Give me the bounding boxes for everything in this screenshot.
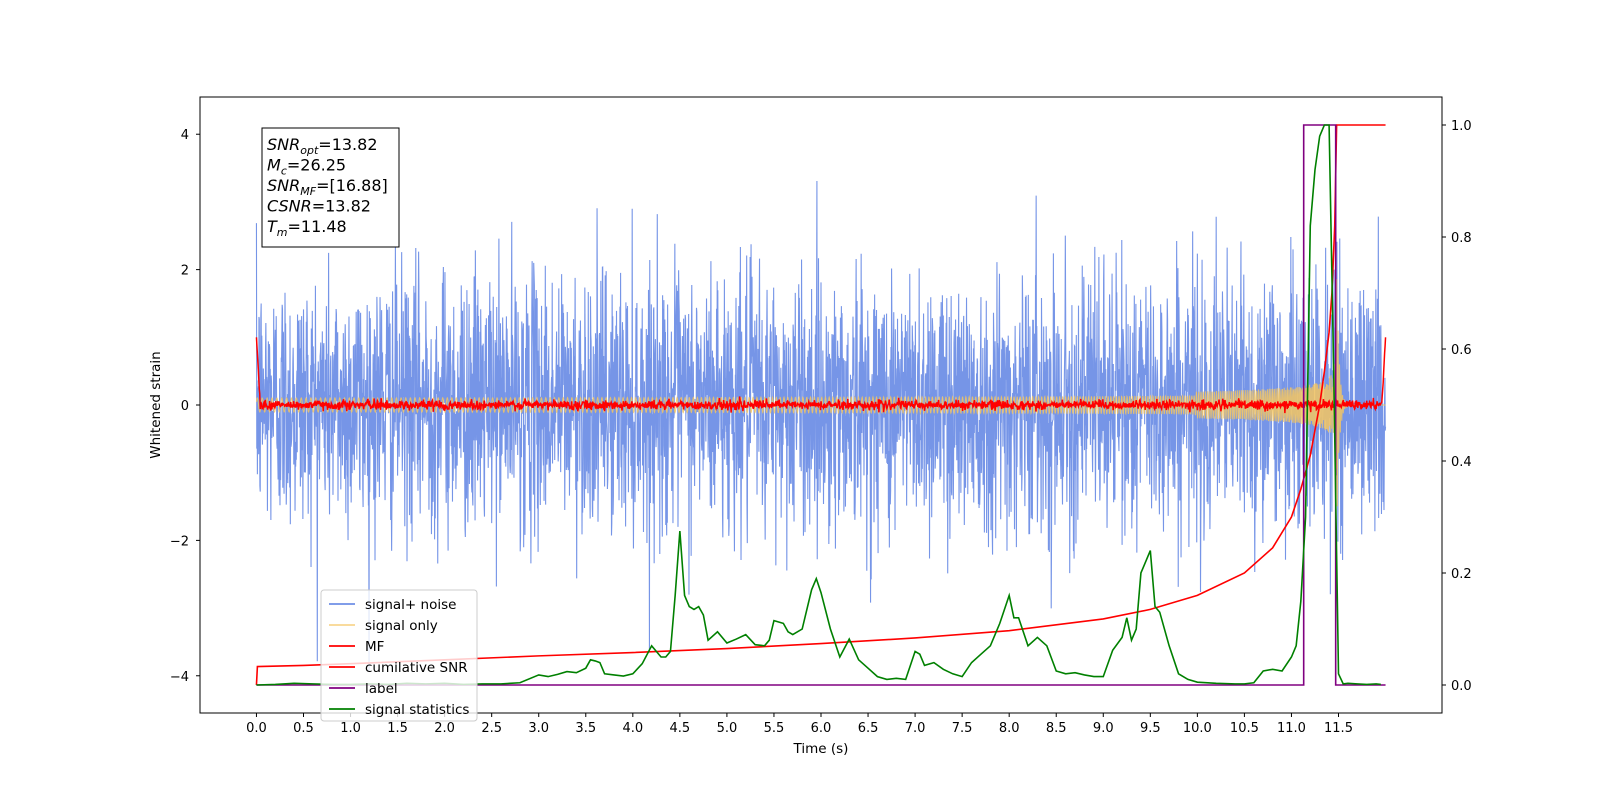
legend: signal+ noise signal only MF cumilative SNR… <box>320 589 478 722</box>
x-tick-label: 11.5 <box>1324 721 1353 736</box>
x-tick-label: 3.0 <box>528 721 549 736</box>
x-tick-label: 9.5 <box>1140 721 1161 736</box>
x-axis-label: Time (s) <box>793 741 849 757</box>
x-tick-label: 6.0 <box>811 721 832 736</box>
series-line <box>256 124 1386 686</box>
series-line <box>255 181 1387 672</box>
x-tick-label: 7.0 <box>905 721 926 736</box>
series-signal-statistics <box>256 124 1381 686</box>
y2-tick-label: 0.8 <box>1451 231 1472 246</box>
legend-label: signal only <box>365 618 438 634</box>
x-tick-label: 2.0 <box>434 721 455 736</box>
y2-tick-label: 0.2 <box>1451 567 1472 582</box>
series-line <box>256 124 1381 686</box>
x-tick-label: 7.5 <box>952 721 973 736</box>
x-tick-label: 0.5 <box>293 721 314 736</box>
x-tick-label: 5.5 <box>764 721 785 736</box>
x-tick-label: 11.0 <box>1277 721 1306 736</box>
x-tick-label: 1.5 <box>387 721 408 736</box>
x-tick-label: 9.0 <box>1093 721 1114 736</box>
y2-tick-label: 0.0 <box>1451 679 1472 694</box>
series-label <box>256 124 1386 686</box>
y2-tick-label: 0.6 <box>1451 343 1472 358</box>
y-axis-left: −4 −2 0 2 4 <box>170 128 200 685</box>
x-axis: 0.0 0.5 1.0 1.5 2.0 2.5 3.0 3.5 4.0 4.5 5.0 5.5 6.0 6… <box>246 713 1353 736</box>
x-tick-label: 0.0 <box>246 721 267 736</box>
y-tick-label: −2 <box>170 534 189 549</box>
x-tick-label: 6.5 <box>858 721 879 736</box>
stats-annotation: SNRopt=13.82Mc=26.25SNRMF=[16.88]CSNR=13… <box>261 127 400 248</box>
x-tick-label: 2.5 <box>481 721 502 736</box>
legend-label: cumilative SNR <box>365 660 468 676</box>
y2-tick-label: 0.4 <box>1451 455 1472 470</box>
legend-label: signal statistics <box>365 702 469 718</box>
x-tick-label: 8.5 <box>1046 721 1067 736</box>
series-mf <box>255 337 1387 414</box>
annotation-line: SNRopt=13.82 <box>267 135 378 157</box>
y2-tick-label: 1.0 <box>1451 119 1472 134</box>
x-tick-label: 4.0 <box>622 721 643 736</box>
annotation-line: Tm=11.48 <box>267 217 347 239</box>
y-tick-label: 2 <box>181 264 189 279</box>
y-axis-right: 0.0 0.2 0.4 0.6 0.8 1.0 <box>1442 119 1472 694</box>
y-tick-label: 4 <box>181 128 189 143</box>
x-tick-label: 5.0 <box>717 721 738 736</box>
series-signal-noise <box>255 181 1387 672</box>
annotation-line: CSNR=13.82 <box>267 197 371 216</box>
y-tick-label: −4 <box>170 670 189 685</box>
annotation-line: SNRMF=[16.88] <box>267 176 388 198</box>
x-tick-label: 10.5 <box>1230 721 1259 736</box>
y-axis-label: Whitened strain <box>148 351 164 458</box>
series-line <box>255 337 1387 414</box>
legend-label: MF <box>365 639 384 655</box>
x-tick-label: 4.5 <box>670 721 691 736</box>
legend-label: label <box>365 681 398 697</box>
annotation-box <box>261 127 400 248</box>
legend-label: signal+ noise <box>365 597 456 613</box>
x-tick-label: 1.0 <box>340 721 361 736</box>
x-tick-label: 10.0 <box>1183 721 1212 736</box>
annotation-line: Mc=26.25 <box>267 156 346 178</box>
x-tick-label: 3.5 <box>575 721 596 736</box>
x-tick-label: 8.0 <box>999 721 1020 736</box>
legend-box <box>320 589 478 722</box>
y-tick-label: 0 <box>181 399 189 414</box>
